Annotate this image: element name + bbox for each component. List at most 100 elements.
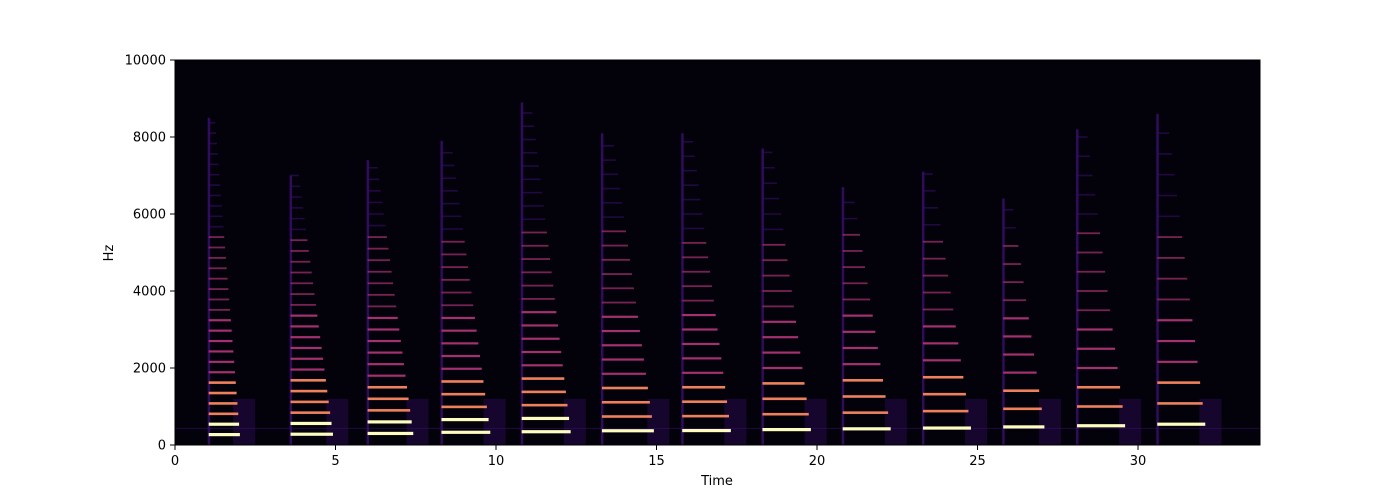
spectrogram-marks bbox=[175, 102, 1260, 445]
harmonic-band bbox=[842, 379, 883, 382]
harmonic-band bbox=[762, 259, 788, 262]
harmonic-band bbox=[922, 359, 961, 362]
harmonic-band bbox=[441, 266, 469, 269]
harmonic-band bbox=[290, 207, 304, 209]
harmonic-band bbox=[208, 298, 230, 301]
harmonic-band bbox=[367, 282, 394, 285]
note-12 bbox=[1076, 129, 1142, 445]
harmonic-band bbox=[521, 403, 568, 407]
harmonic-band bbox=[922, 308, 954, 311]
harmonic-band bbox=[762, 197, 779, 200]
harmonic-band bbox=[682, 328, 718, 331]
harmonic-band bbox=[762, 290, 792, 292]
harmonic-band bbox=[367, 236, 387, 238]
note-3 bbox=[366, 160, 429, 445]
harmonic-band bbox=[290, 293, 315, 295]
harmonic-band bbox=[1157, 256, 1185, 259]
harmonic-band bbox=[367, 224, 386, 227]
onset-stripe bbox=[681, 133, 684, 445]
harmonic-band bbox=[922, 375, 964, 379]
harmonic-band bbox=[367, 167, 378, 169]
harmonic-band bbox=[208, 371, 235, 374]
harmonic-band bbox=[762, 243, 786, 246]
harmonic-band bbox=[441, 151, 453, 154]
harmonic-band bbox=[208, 391, 237, 395]
harmonic-band bbox=[441, 380, 484, 383]
harmonic-band bbox=[367, 259, 391, 262]
harmonic-band bbox=[367, 190, 381, 192]
harmonic-band bbox=[1077, 174, 1093, 177]
harmonic-band bbox=[1157, 236, 1183, 238]
harmonic-band bbox=[290, 282, 314, 285]
onset-stripe bbox=[289, 175, 293, 445]
noise-blob bbox=[884, 398, 907, 445]
y-tick-label: 2000 bbox=[133, 362, 166, 377]
harmonic-band bbox=[290, 217, 305, 220]
harmonic-band bbox=[521, 231, 547, 234]
harmonic-band bbox=[521, 390, 566, 394]
harmonic-band bbox=[842, 233, 860, 236]
harmonic-band bbox=[601, 315, 638, 318]
harmonic-band bbox=[922, 274, 949, 277]
harmonic-band bbox=[601, 344, 642, 347]
harmonic-band bbox=[922, 426, 971, 430]
harmonic-band bbox=[762, 412, 809, 416]
harmonic-band bbox=[1157, 153, 1172, 155]
harmonic-band bbox=[1157, 132, 1170, 134]
harmonic-band bbox=[842, 427, 891, 431]
harmonic-band bbox=[208, 173, 220, 176]
harmonic-band bbox=[521, 350, 562, 354]
harmonic-band bbox=[682, 299, 714, 302]
harmonic-band bbox=[367, 305, 397, 308]
harmonic-band bbox=[922, 325, 956, 328]
harmonic-band bbox=[208, 153, 218, 155]
harmonic-band bbox=[682, 357, 722, 360]
onset-stripe bbox=[1002, 198, 1005, 445]
note-5 bbox=[520, 102, 586, 445]
harmonic-band bbox=[367, 431, 414, 436]
harmonic-band bbox=[208, 236, 225, 238]
harmonic-band bbox=[521, 191, 543, 194]
harmonic-band bbox=[441, 342, 479, 345]
harmonic-band bbox=[601, 173, 618, 176]
noise-blob bbox=[724, 398, 747, 445]
harmonic-band bbox=[290, 325, 319, 328]
harmonic-band bbox=[521, 377, 565, 380]
harmonic-band bbox=[521, 165, 539, 167]
harmonic-band bbox=[367, 397, 409, 401]
harmonic-band bbox=[367, 201, 383, 204]
harmonic-band bbox=[1077, 405, 1123, 408]
harmonic-band bbox=[1077, 347, 1116, 350]
harmonic-band bbox=[1003, 335, 1032, 338]
harmonic-band bbox=[1077, 385, 1121, 389]
harmonic-band bbox=[842, 363, 881, 366]
harmonic-band bbox=[290, 379, 326, 382]
x-tick-label: 0 bbox=[171, 454, 179, 469]
harmonic-band bbox=[441, 417, 489, 422]
y-tick-label: 4000 bbox=[133, 285, 166, 300]
harmonic-band bbox=[682, 342, 720, 346]
harmonic-band bbox=[762, 320, 796, 323]
harmonic-band bbox=[601, 329, 640, 333]
harmonic-band bbox=[208, 132, 217, 134]
harmonic-band bbox=[1003, 299, 1027, 302]
harmonic-band bbox=[290, 389, 328, 393]
harmonic-band bbox=[208, 412, 239, 416]
harmonic-band bbox=[290, 185, 301, 188]
x-tick-label: 20 bbox=[809, 454, 826, 469]
harmonic-band bbox=[1077, 155, 1091, 158]
harmonic-band bbox=[1157, 319, 1193, 322]
harmonic-band bbox=[922, 240, 944, 243]
harmonic-band bbox=[601, 187, 620, 190]
harmonic-band bbox=[367, 351, 403, 354]
harmonic-band bbox=[682, 385, 726, 389]
harmonic-band bbox=[521, 218, 546, 220]
harmonic-band bbox=[208, 121, 216, 124]
harmonic-band bbox=[367, 247, 389, 250]
onset-stripe bbox=[761, 148, 764, 445]
harmonic-band bbox=[842, 250, 863, 252]
harmonic-band bbox=[521, 125, 535, 128]
harmonic-band bbox=[601, 159, 616, 161]
harmonic-band bbox=[842, 395, 886, 398]
y-axis: 0 2000 4000 6000 8000 10000 bbox=[125, 54, 175, 454]
